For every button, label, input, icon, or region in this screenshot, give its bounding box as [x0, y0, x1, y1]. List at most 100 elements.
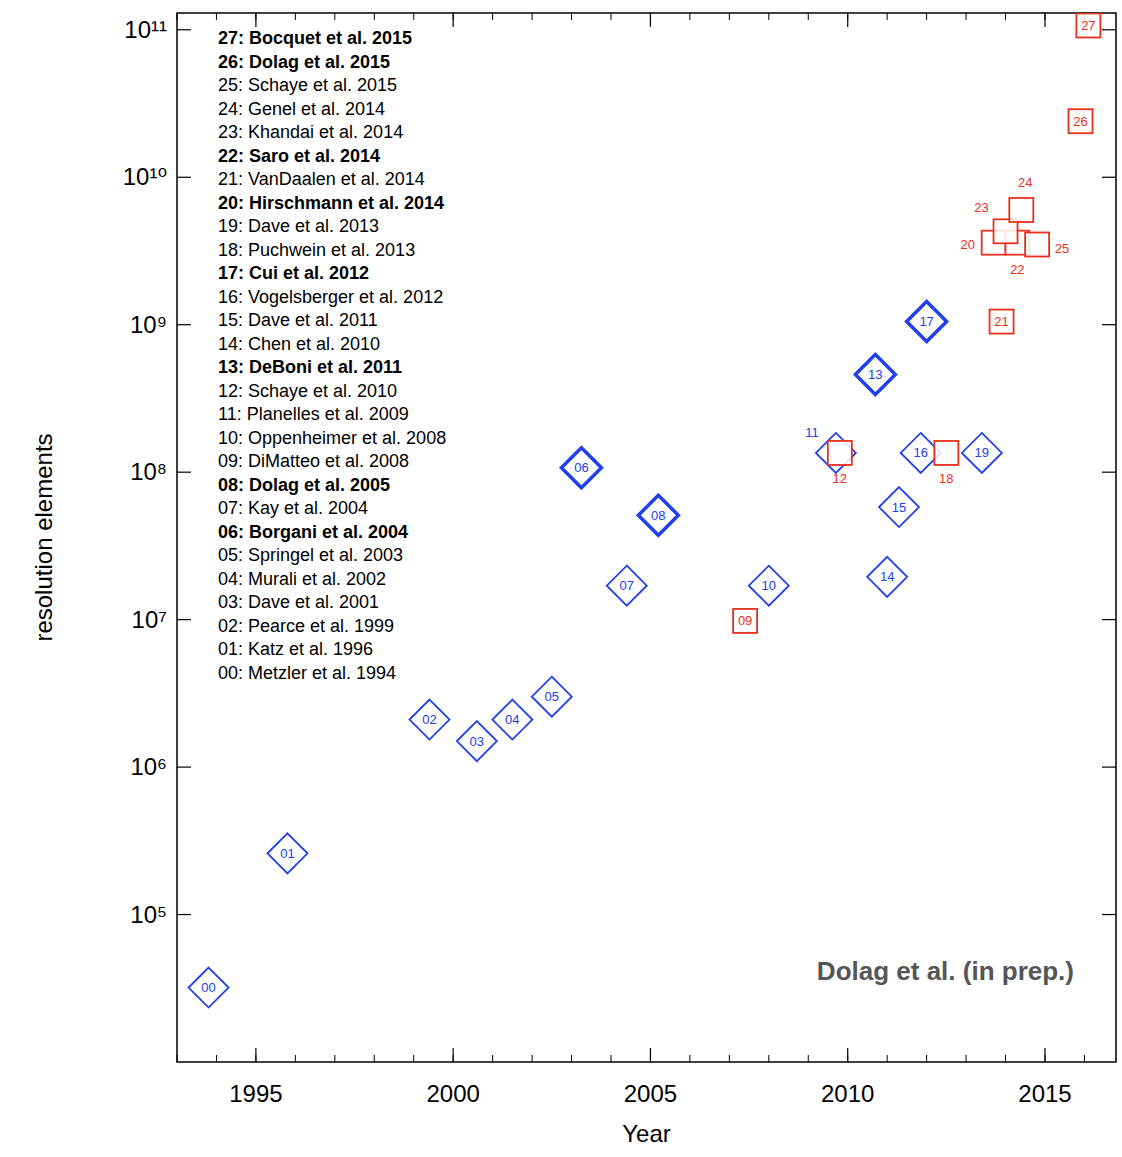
x-minor-tick	[729, 1055, 730, 1062]
reference-entry: 14: Chen et al. 2010	[218, 334, 380, 354]
marker-label: 05	[545, 689, 559, 704]
x-minor-tick	[926, 1055, 927, 1062]
x-minor-tick-top	[571, 13, 572, 20]
diamond-marker	[267, 833, 307, 873]
y-tick-right	[1102, 619, 1116, 620]
x-minor-tick-top	[532, 13, 533, 20]
marker-label: 19	[975, 445, 989, 460]
x-tick-label: 2015	[1018, 1080, 1071, 1107]
x-minor-tick-top	[926, 13, 927, 20]
mark-labels: 0001020304050607081011131415161719091218…	[201, 18, 1095, 995]
x-tick-label: 2010	[821, 1080, 874, 1107]
x-minor-tick-top	[295, 13, 296, 20]
marker-label: 13	[868, 367, 882, 382]
square-marker	[990, 310, 1014, 334]
marker-label: 20	[960, 237, 974, 252]
marker-label: 17	[919, 314, 933, 329]
x-minor-tick-top	[650, 13, 651, 20]
reference-entry: 05: Springel et al. 2003	[218, 545, 403, 565]
y-tick	[177, 472, 191, 473]
x-minor-tick	[689, 1055, 690, 1062]
reference-entry: 23: Khandai et al. 2014	[218, 122, 403, 142]
x-minor-tick	[334, 1055, 335, 1062]
x-minor-tick-top	[808, 13, 809, 20]
marker-label: 24	[1018, 175, 1032, 190]
x-minor-tick	[1044, 1055, 1045, 1062]
marker-label: 09	[738, 613, 752, 628]
marker-label: 11	[805, 425, 819, 440]
marker-label: 25	[1055, 241, 1069, 256]
x-minor-tick-top	[334, 13, 335, 20]
x-minor-tick	[453, 1055, 454, 1062]
x-minor-tick	[255, 1055, 256, 1062]
x-minor-tick	[532, 1055, 533, 1062]
x-minor-tick	[216, 1055, 217, 1062]
diamond-marker	[561, 448, 601, 488]
square-marker	[1076, 13, 1100, 37]
y-tick-label: 10⁷	[132, 606, 167, 633]
reference-entry: 24: Genel et al. 2014	[218, 99, 385, 119]
y-tick-label: 10⁶	[130, 753, 167, 780]
x-tick	[650, 1048, 651, 1062]
square-marker	[733, 609, 757, 633]
y-tick	[177, 914, 191, 915]
x-minor-tick-top	[1005, 13, 1006, 20]
x-minor-tick-top	[610, 13, 611, 20]
reference-entry: 25: Schaye et al. 2015	[218, 75, 397, 95]
x-minor-tick-top	[492, 13, 493, 20]
reference-entry: 15: Dave et al. 2011	[218, 310, 378, 330]
diamond-marker	[907, 302, 947, 342]
reference-entry: 16: Vogelsberger et al. 2012	[218, 287, 443, 307]
reference-entry: 22: Saro et al. 2014	[218, 146, 380, 166]
reference-entry: 09: DiMatteo et al. 2008	[218, 451, 409, 471]
x-tick	[255, 1048, 256, 1062]
x-tick-label: 2000	[426, 1080, 479, 1107]
diamond-marker	[410, 700, 450, 740]
x-minor-tick	[571, 1055, 572, 1062]
marker-label: 12	[833, 471, 847, 486]
x-minor-tick	[374, 1055, 375, 1062]
square-marker	[1068, 109, 1092, 133]
source-note: Dolag et al. (in prep.)	[817, 956, 1074, 986]
x-tick-label: 1995	[229, 1080, 282, 1107]
x-tick-top	[650, 13, 651, 27]
y-tick-right	[1102, 29, 1116, 30]
reference-entry: 19: Dave et al. 2013	[218, 216, 379, 236]
x-minor-tick-top	[689, 13, 690, 20]
reference-entry: 12: Schaye et al. 2010	[218, 381, 397, 401]
x-tick	[1044, 1048, 1045, 1062]
y-tick	[177, 324, 191, 325]
x-tick	[847, 1048, 848, 1062]
y-tick	[177, 619, 191, 620]
y-tick-right	[1102, 914, 1116, 915]
x-minor-tick	[887, 1055, 888, 1062]
x-minor-tick	[847, 1055, 848, 1062]
reference-entry: 10: Oppenheimer et al. 2008	[218, 428, 446, 448]
y-tick-right	[1102, 177, 1116, 178]
reference-entry: 02: Pearce et al. 1999	[218, 616, 394, 636]
x-minor-tick	[966, 1055, 967, 1062]
reference-entry: 26: Dolag et al. 2015	[218, 52, 390, 72]
y-axis-title: resolution elements	[30, 433, 57, 641]
square-marker	[1009, 198, 1033, 222]
reference-entry: 21: VanDaalen et al. 2014	[218, 169, 425, 189]
diamond-marker	[492, 700, 532, 740]
x-minor-tick-top	[729, 13, 730, 20]
marker-label: 16	[913, 445, 927, 460]
x-minor-tick	[492, 1055, 493, 1062]
square-marker	[1025, 232, 1049, 256]
x-minor-tick-top	[887, 13, 888, 20]
marker-label: 00	[201, 980, 215, 995]
marker-label: 08	[651, 508, 665, 523]
y-tick	[177, 766, 191, 767]
y-tick-label: 10¹¹	[124, 16, 167, 43]
reference-entry: 18: Puchwein et al. 2013	[218, 240, 415, 260]
x-minor-tick	[768, 1055, 769, 1062]
square-marker	[994, 219, 1018, 243]
y-tick-right	[1102, 766, 1116, 767]
x-minor-tick-top	[768, 13, 769, 20]
x-minor-tick	[650, 1055, 651, 1062]
diamond-marker	[638, 495, 678, 535]
square-marker	[934, 441, 958, 465]
x-minor-tick-top	[1044, 13, 1045, 20]
